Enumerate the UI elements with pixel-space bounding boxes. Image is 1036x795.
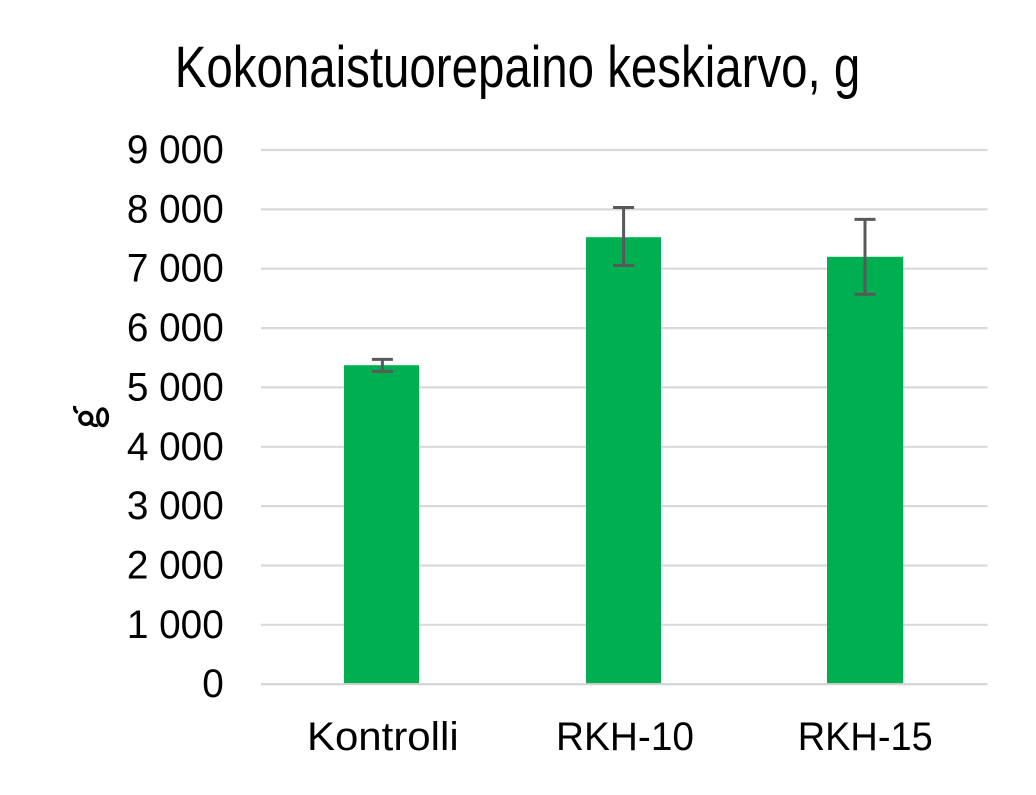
svg-text:2 000: 2 000 <box>127 543 224 588</box>
svg-text:6 000: 6 000 <box>127 306 224 351</box>
svg-text:9 000: 9 000 <box>127 127 224 172</box>
svg-text:3 000: 3 000 <box>127 484 224 529</box>
svg-text:Kokonaistuorepaino keskiarvo,: Kokonaistuorepaino keskiarvo, g <box>175 35 861 100</box>
svg-text:RKH-15: RKH-15 <box>798 715 933 759</box>
svg-text:1 000: 1 000 <box>127 602 224 647</box>
svg-text:5 000: 5 000 <box>127 365 224 410</box>
svg-text:4 000: 4 000 <box>127 424 224 469</box>
svg-text:7 000: 7 000 <box>127 246 224 291</box>
svg-text:Kontrolli: Kontrolli <box>307 714 459 759</box>
svg-text:8 000: 8 000 <box>127 187 224 232</box>
svg-text:0: 0 <box>202 662 224 707</box>
svg-text:RKH-10: RKH-10 <box>556 715 694 760</box>
